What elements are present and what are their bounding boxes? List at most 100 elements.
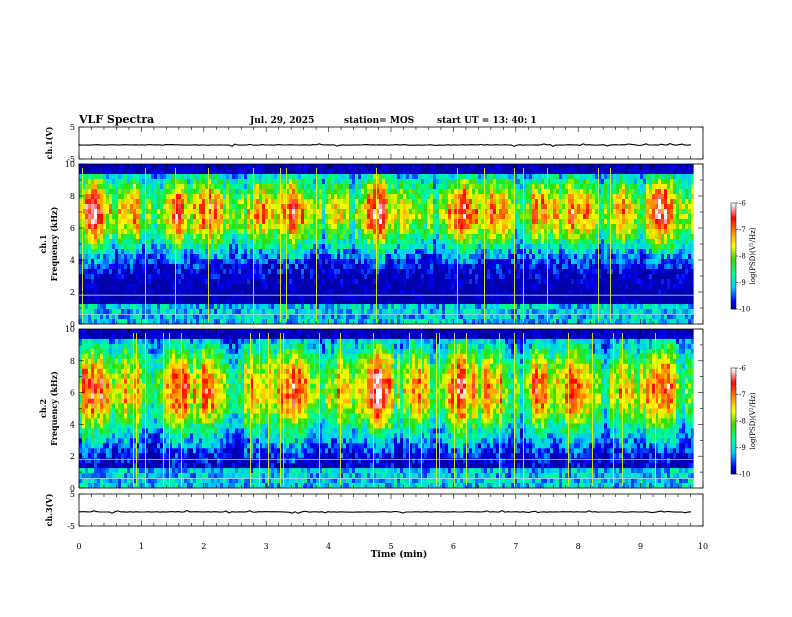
spectrogram-cell (190, 299, 193, 304)
spectrogram-cell (256, 274, 259, 279)
spectrogram-cell (325, 174, 328, 179)
spectrogram-cell (214, 174, 217, 179)
spectrogram-cell (385, 264, 388, 269)
spectrogram-cell (103, 279, 106, 284)
spectrogram-cell (271, 254, 274, 259)
spectrogram-cell (421, 239, 424, 244)
spectrogram-cell (517, 274, 520, 279)
spectrogram-cell (148, 189, 151, 194)
spectrogram-cell (364, 264, 367, 269)
spectrogram-cell (505, 194, 508, 199)
spectrogram-cell (289, 239, 292, 244)
spectrogram-cell (412, 299, 415, 304)
spectrogram-cell (493, 234, 496, 239)
spectrogram-cell (172, 224, 175, 229)
spectrogram-cell (415, 214, 418, 219)
spectrogram-cell (157, 264, 160, 269)
spectrogram-cell (289, 214, 292, 219)
spectrogram-cell (433, 259, 436, 264)
spectrogram-cell (274, 279, 277, 284)
spectrogram-cell (481, 229, 484, 234)
spectrogram-cell (517, 254, 520, 259)
spectrogram-cell (238, 264, 241, 269)
spectrogram-cell (520, 174, 523, 179)
spectrogram-cell (214, 169, 217, 174)
spectrogram-cell (292, 269, 295, 274)
spectrogram-cell (472, 279, 475, 284)
spectrogram-cell (109, 209, 112, 214)
spectrogram-cell (421, 289, 424, 294)
spectrogram-cell (157, 254, 160, 259)
spectrogram-cell (271, 234, 274, 239)
spectrogram-cell (205, 214, 208, 219)
spectrogram-cell (454, 299, 457, 304)
spectrogram-cell (400, 164, 403, 169)
spectrogram-cell (187, 279, 190, 284)
spectrogram-cell (439, 274, 442, 279)
spectrogram-cell (499, 164, 502, 169)
spectrogram-cell (271, 229, 274, 234)
spectrogram-cell (382, 219, 385, 224)
spectrogram-cell (274, 319, 277, 324)
spectrogram-cell (517, 279, 520, 284)
spectrogram-cell (451, 174, 454, 179)
spectrogram-cell (163, 209, 166, 214)
spectrogram-cell (223, 204, 226, 209)
spectrogram-cell (271, 299, 274, 304)
spectrogram-cell (139, 209, 142, 214)
spectrogram-cell (136, 284, 139, 289)
spectrogram-cell (187, 179, 190, 184)
spectrogram-cell (469, 234, 472, 239)
spectrogram-cell (157, 199, 160, 204)
spectrogram-cell (424, 304, 427, 309)
spectrogram-cell (268, 219, 271, 224)
spectrogram-cell (205, 249, 208, 254)
spectrogram-cell (178, 294, 181, 299)
spectrogram-cell (121, 264, 124, 269)
spectrogram-cell (262, 254, 265, 259)
spectrogram-cell (199, 184, 202, 189)
spectrogram-cell (127, 294, 130, 299)
spectrogram-cell (370, 194, 373, 199)
spectrogram-cell (247, 209, 250, 214)
spectrogram-cell (283, 209, 286, 214)
spectrogram-cell (97, 194, 100, 199)
spectrogram-cell (268, 294, 271, 299)
spectrogram-cell (433, 184, 436, 189)
spectrogram-cell (205, 289, 208, 294)
spectrogram-cell (283, 219, 286, 224)
spectrogram-cell (136, 254, 139, 259)
spectrogram-cell (490, 174, 493, 179)
spectrogram-cell (112, 229, 115, 234)
spectrogram-cell (235, 179, 238, 184)
spectrogram-cell (97, 239, 100, 244)
spectrogram-cell (496, 239, 499, 244)
spectrogram-cell (460, 289, 463, 294)
spectrogram-cell (406, 309, 409, 314)
spectrogram-cell (379, 179, 382, 184)
spectrogram-cell (355, 244, 358, 249)
spectrogram-cell (373, 184, 376, 189)
spectrogram-cell (307, 289, 310, 294)
spectrogram-cell (85, 189, 88, 194)
spectrogram-cell (130, 244, 133, 249)
spectrogram-cell (265, 219, 268, 224)
spectrogram-cell (202, 194, 205, 199)
spectrogram-cell (520, 264, 523, 269)
spectrogram-cell (229, 194, 232, 199)
spectrogram-cell (313, 219, 316, 224)
spectrogram-cell (295, 249, 298, 254)
spectrogram-cell (85, 249, 88, 254)
spectrogram-cell (151, 299, 154, 304)
spectrogram-cell (436, 164, 439, 169)
spectrogram-cell (247, 294, 250, 299)
spectrogram-cell (103, 299, 106, 304)
spectrogram-cell (100, 219, 103, 224)
spectrogram-cell (91, 179, 94, 184)
spectrogram-cell (250, 254, 253, 259)
spectrogram-cell (493, 224, 496, 229)
spectrogram-cell (121, 289, 124, 294)
spectrogram-cell (334, 304, 337, 309)
spectrogram-cell (241, 309, 244, 314)
spectrogram-cell (160, 279, 163, 284)
